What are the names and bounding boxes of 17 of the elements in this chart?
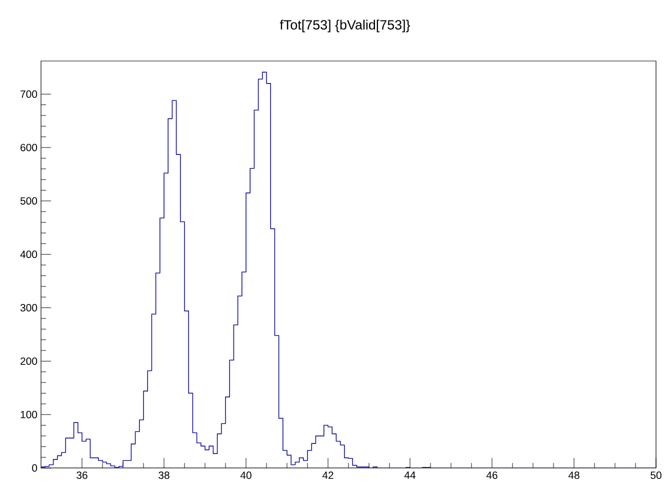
x-tick-label: 44	[404, 472, 416, 479]
y-tick-label: 700	[20, 90, 38, 98]
x-tick-label: 46	[486, 472, 498, 479]
y-tick-label: 300	[20, 304, 38, 312]
x-tick-label: 38	[158, 472, 170, 479]
y-tick-label: 200	[20, 357, 38, 365]
chart-title: fTot[753] {bValid[753]}	[280, 20, 410, 32]
y-tick-label: 100	[20, 410, 38, 418]
x-tick-label: 36	[76, 472, 88, 479]
x-tick-label: 42	[322, 472, 334, 479]
y-tick-label: 500	[20, 197, 38, 205]
x-tick-label: 48	[568, 472, 580, 479]
y-tick-label: 400	[20, 250, 38, 258]
x-tick-label: 50	[650, 472, 662, 479]
x-tick-label: 40	[240, 472, 252, 479]
y-tick-label: 0	[32, 464, 38, 472]
y-tick-label: 600	[20, 144, 38, 152]
